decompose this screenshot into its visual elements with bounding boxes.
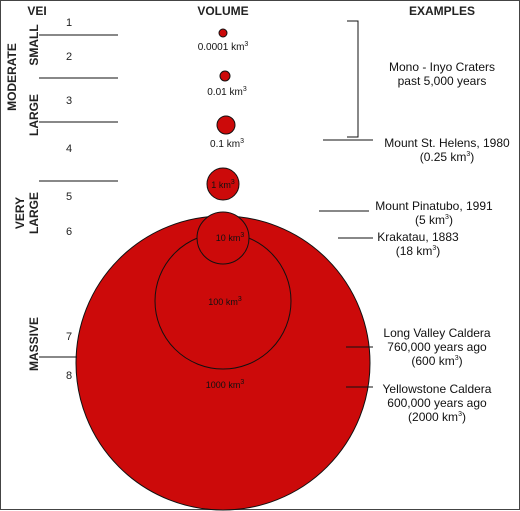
example-mono-inyo-line1: Mono - Inyo Craters [389,60,495,74]
volume-label-0-01: 0.01 km3 [207,86,247,98]
circle-0-0001 [218,28,228,38]
example-long-valley-line2: 760,000 years ago [387,340,487,354]
example-krakatau-line1: Krakatau, 1883 [377,230,459,244]
examples-header: EXAMPLES [409,4,475,18]
example-long-valley-line1: Long Valley Caldera [383,326,491,340]
circle-0-01 [219,70,231,82]
vei-number-6: 6 [66,226,72,238]
volume-label-0-0001: 0.0001 km3 [198,41,249,53]
category-moderate: MODERATE [5,43,19,111]
vei-header: VEI [27,4,46,18]
example-st-helens-line1: Mount St. Helens, 1980 [384,136,510,150]
circle-10 [196,211,250,265]
category-very-large-line2: LARGE [27,192,41,234]
example-pinatubo-line2: (5 km3) [415,213,453,227]
example-st-helens-line2: (0.25 km3) [420,150,475,164]
volume-label-1: 1 km3 [211,179,235,190]
vei-number-3: 3 [66,95,72,107]
category-large: LARGE [27,94,41,136]
vei-number-1: 1 [66,17,72,29]
volume-header: VOLUME [197,4,248,18]
volume-circles [75,28,371,511]
vei-dividers [39,34,118,358]
volume-label-100: 100 km3 [208,296,242,307]
example-krakatau-line2: (18 km3) [396,244,441,258]
vei-number-2: 2 [66,51,72,63]
example-yellowstone-line1: Yellowstone Caldera [383,382,492,396]
example-yellowstone-line2: 600,000 years ago [387,396,487,410]
volume-label-10: 10 km3 [216,232,245,243]
example-mono-inyo-line2: past 5,000 years [398,74,487,88]
category-very-large-line1: VERY [13,197,27,229]
example-pointers [319,139,373,388]
category-massive: MASSIVE [27,317,41,371]
vei-number-7: 7 [66,331,72,343]
example-yellowstone-line3: (2000 km3) [408,410,466,424]
mono-inyo-bracket [347,20,359,138]
example-pinatubo-line1: Mount Pinatubo, 1991 [375,199,493,213]
volume-label-1000: 1000 km3 [206,379,245,390]
vei-number-4: 4 [66,143,72,155]
vei-number-5: 5 [66,191,72,203]
example-long-valley-line3: (600 km3) [411,354,462,368]
category-small: SMALL [27,24,41,65]
circle-1 [206,167,240,201]
circle-0-1 [216,115,236,135]
volume-label-0-1: 0.1 km3 [210,138,244,150]
vei-number-8: 8 [66,370,72,382]
